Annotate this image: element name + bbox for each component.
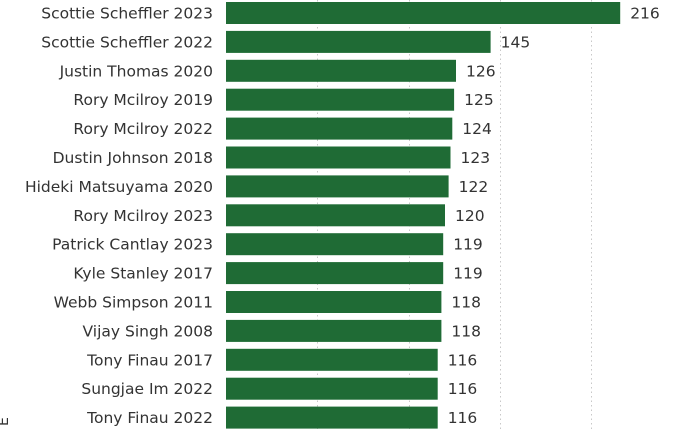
category-label: Tony Finau 2022	[86, 409, 213, 427]
category-label: Scottie Scheffler 2022	[41, 33, 213, 51]
bar	[226, 59, 456, 82]
data-label: 118	[451, 322, 481, 340]
data-label: 116	[448, 351, 478, 369]
bar	[226, 377, 438, 400]
data-label: 216	[630, 5, 660, 23]
bar	[226, 262, 444, 285]
data-label: 145	[501, 33, 531, 51]
category-label: Kyle Stanley 2017	[73, 265, 213, 283]
bar	[226, 348, 438, 371]
data-label: 119	[453, 265, 483, 283]
category-label: Sungjae Im 2022	[81, 380, 213, 398]
category-label: Webb Simpson 2011	[54, 294, 213, 312]
category-labels: Scottie Scheffler 2023 Scottie Scheffler …	[25, 5, 213, 428]
category-label: Rory Mcilroy 2022	[73, 120, 213, 138]
category-label: Rory Mcilroy 2019	[73, 91, 213, 109]
data-label: 126	[466, 62, 496, 80]
bar	[226, 146, 451, 169]
bar	[226, 30, 491, 53]
bar	[226, 175, 449, 198]
bar	[226, 88, 455, 111]
data-label: 123	[461, 149, 491, 167]
data-label: 118	[451, 294, 481, 312]
clipped-axis-fragment: E	[0, 417, 12, 426]
bar	[226, 204, 445, 227]
bar	[226, 291, 442, 313]
data-label: 120	[455, 207, 485, 225]
category-label: Rory Mcilroy 2023	[73, 207, 213, 225]
data-label: 116	[448, 380, 478, 398]
data-label: 125	[464, 91, 494, 109]
category-label: Tony Finau 2017	[86, 351, 213, 369]
data-label: 124	[462, 120, 492, 138]
bar	[226, 2, 621, 24]
bar	[226, 117, 453, 140]
category-label: Patrick Cantlay 2023	[52, 236, 213, 254]
bar	[226, 319, 442, 342]
bar	[226, 233, 444, 256]
category-label: Dustin Johnson 2018	[53, 149, 213, 167]
data-label: 122	[459, 178, 489, 196]
bars	[226, 2, 621, 429]
bar	[226, 406, 438, 429]
category-label: Justin Thomas 2020	[59, 62, 213, 80]
data-label: 116	[448, 409, 478, 427]
category-label: Scottie Scheffler 2023	[41, 5, 213, 23]
data-label: 119	[453, 236, 483, 254]
category-label: Vijay Singh 2008	[83, 322, 213, 340]
value-labels: 216 145 126 125 124 123 122 120 119 119 118 118 116 1…	[448, 5, 660, 428]
category-label: Hideki Matsuyama 2020	[25, 178, 213, 196]
